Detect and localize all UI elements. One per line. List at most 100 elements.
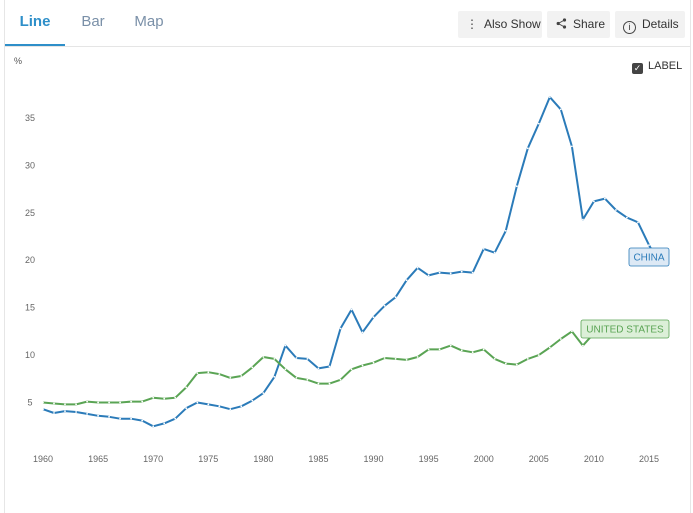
data-point[interactable] [284,344,287,347]
data-point[interactable] [42,408,44,411]
data-point[interactable] [251,399,254,402]
data-point[interactable] [130,417,133,420]
data-point[interactable] [537,354,540,356]
data-point[interactable] [582,218,584,221]
data-point[interactable] [504,229,507,232]
data-point[interactable] [515,363,518,366]
data-point[interactable] [559,338,562,340]
data-point[interactable] [571,330,573,333]
data-point[interactable] [262,356,265,358]
data-point[interactable] [317,382,320,385]
label-toggle[interactable]: ✓ LABEL [632,60,682,76]
data-point[interactable] [207,371,210,374]
data-point[interactable] [207,403,210,406]
data-point[interactable] [141,419,144,422]
data-point[interactable] [460,270,463,273]
data-point[interactable] [493,251,496,254]
data-point[interactable] [394,296,397,299]
data-point[interactable] [438,348,441,351]
data-point[interactable] [361,331,364,334]
data-point[interactable] [493,358,496,360]
data-point[interactable] [185,407,188,410]
data-point[interactable] [405,359,408,361]
data-point[interactable] [119,401,121,404]
data-point[interactable] [42,401,44,404]
data-point[interactable] [53,402,55,405]
data-point[interactable] [306,358,309,360]
data-point[interactable] [196,401,199,404]
data-point[interactable] [295,377,298,379]
data-point[interactable] [471,271,474,274]
data-point[interactable] [593,200,595,203]
data-point[interactable] [604,197,606,200]
data-point[interactable] [372,316,375,319]
data-point[interactable] [449,344,452,347]
data-point[interactable] [240,375,243,377]
also-show-button[interactable]: ⋮ Also Show [458,11,542,38]
data-point[interactable] [339,378,342,381]
data-point[interactable] [350,368,353,371]
tab-map[interactable]: Map [134,13,164,30]
data-point[interactable] [626,216,628,219]
data-point[interactable] [163,422,166,425]
data-point[interactable] [251,366,254,369]
share-button[interactable]: Share [547,11,610,38]
data-point[interactable] [108,401,110,404]
data-point[interactable] [75,403,77,406]
data-point[interactable] [427,274,430,277]
data-point[interactable] [130,400,133,403]
data-point[interactable] [559,108,562,111]
data-point[interactable] [526,147,529,150]
data-point[interactable] [615,209,617,211]
data-point[interactable] [394,358,397,360]
data-point[interactable] [339,327,342,330]
data-point[interactable] [383,304,386,307]
data-point[interactable] [174,396,177,399]
data-point[interactable] [240,405,243,408]
data-point[interactable] [582,344,584,347]
data-point[interactable] [64,410,66,412]
checkbox-checked-icon[interactable]: ✓ [632,63,643,74]
data-point[interactable] [284,368,287,371]
data-point[interactable] [548,96,551,98]
data-point[interactable] [86,400,88,403]
data-point[interactable] [372,361,375,364]
data-point[interactable] [141,400,144,403]
data-point[interactable] [571,145,573,148]
data-point[interactable] [218,373,221,375]
data-point[interactable] [317,367,320,370]
data-point[interactable] [64,403,66,406]
data-point[interactable] [262,392,265,394]
data-point[interactable] [97,401,99,404]
data-point[interactable] [229,408,232,411]
data-point[interactable] [229,377,232,379]
data-point[interactable] [416,266,419,269]
data-point[interactable] [273,358,276,360]
data-point[interactable] [471,351,474,354]
data-point[interactable] [185,386,188,389]
data-point[interactable] [648,244,650,247]
data-point[interactable] [482,348,485,351]
data-point[interactable] [416,356,419,358]
data-point[interactable] [328,365,331,368]
data-point[interactable] [119,417,121,420]
data-point[interactable] [328,382,331,385]
data-point[interactable] [405,279,408,282]
data-point[interactable] [515,185,518,188]
data-point[interactable] [637,221,639,224]
data-point[interactable] [537,122,540,125]
data-point[interactable] [97,414,99,417]
data-point[interactable] [75,411,77,413]
data-point[interactable] [383,357,386,359]
data-point[interactable] [163,397,166,400]
data-point[interactable] [295,357,298,359]
data-point[interactable] [449,272,452,275]
data-point[interactable] [482,248,485,250]
data-point[interactable] [174,417,177,420]
data-point[interactable] [218,405,221,408]
data-point[interactable] [306,378,309,381]
data-point[interactable] [361,364,364,367]
data-point[interactable] [427,348,430,351]
data-point[interactable] [273,376,276,378]
data-point[interactable] [196,372,199,374]
